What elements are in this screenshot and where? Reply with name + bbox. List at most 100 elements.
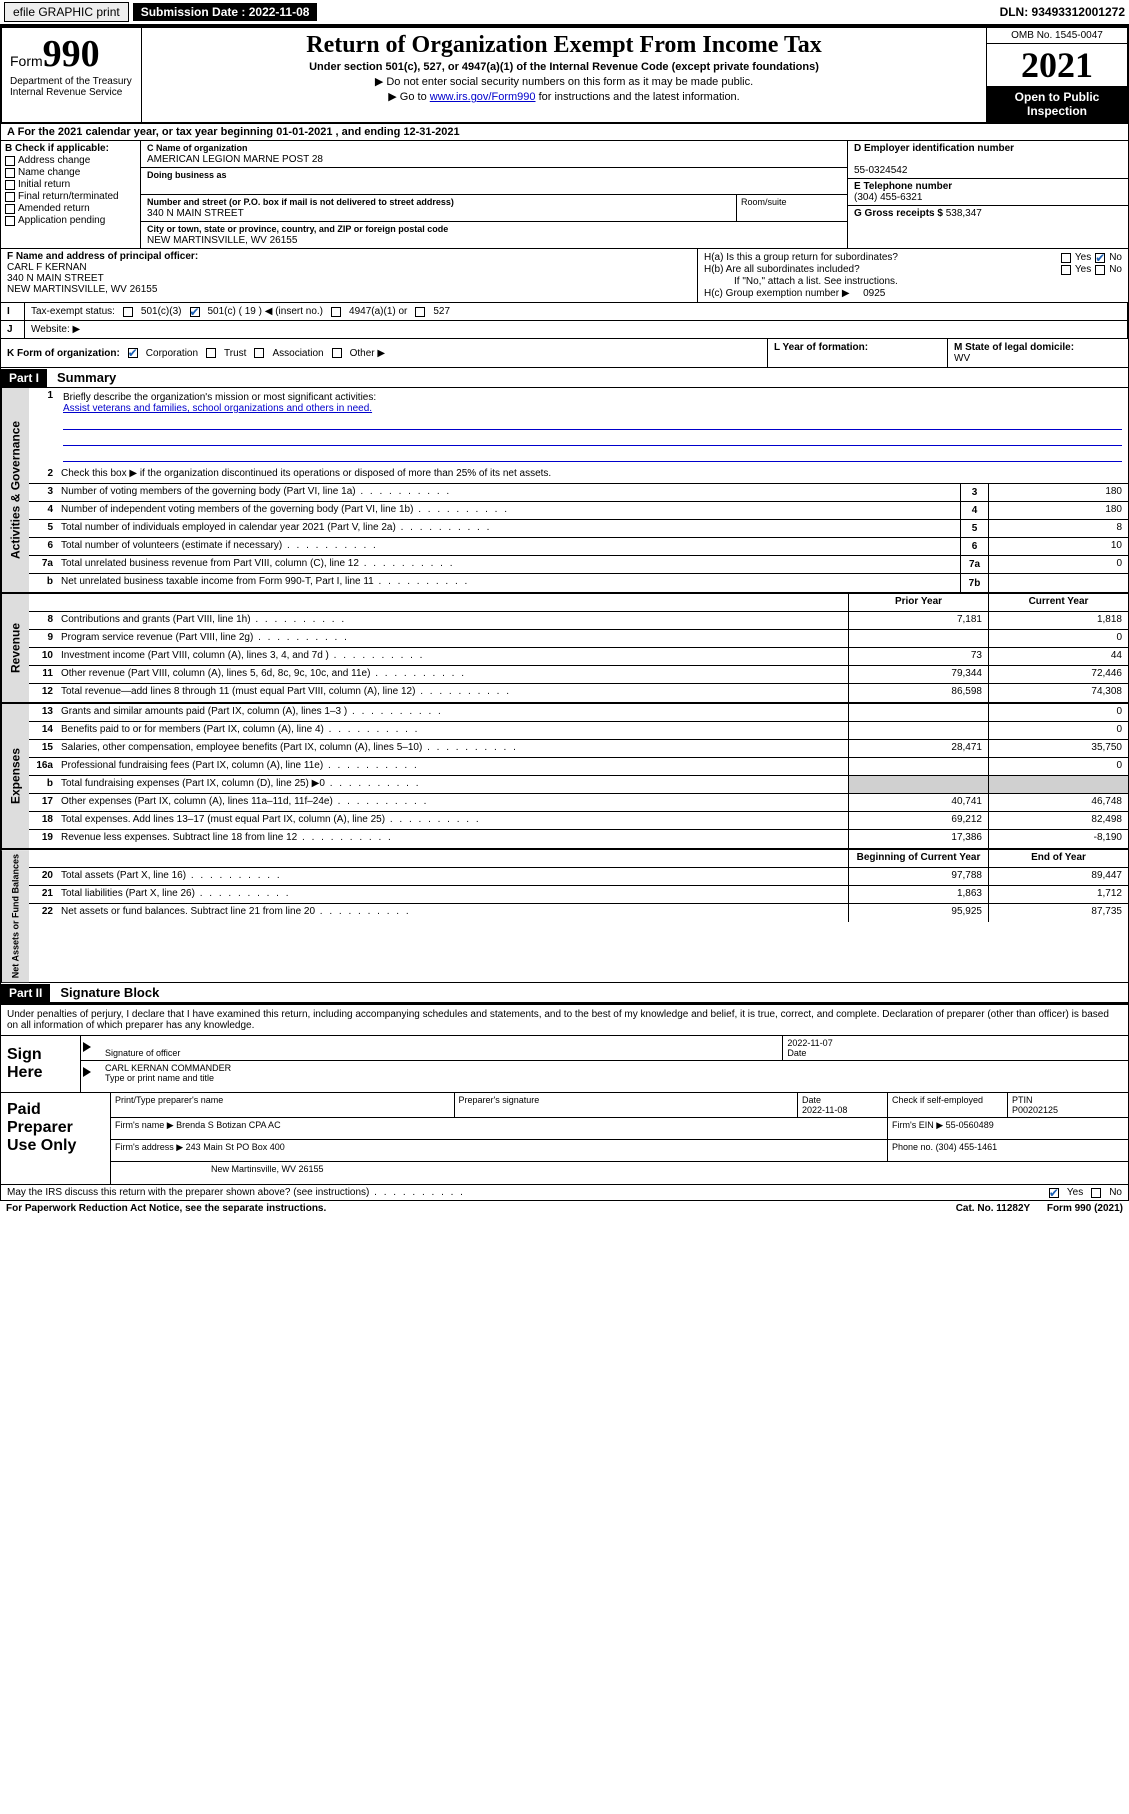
officer-label: F Name and address of principal officer: [7, 251, 198, 262]
ha-no[interactable] [1095, 253, 1105, 263]
prior-val [848, 758, 988, 775]
hb-no-lbl: No [1109, 264, 1122, 275]
table-row: 21Total liabilities (Part X, line 26)1,8… [29, 886, 1128, 904]
chk-assoc[interactable] [254, 348, 264, 358]
line-text: Other revenue (Part VIII, column (A), li… [57, 666, 848, 683]
current-val: -8,190 [988, 830, 1128, 848]
line-text: Contributions and grants (Part VIII, lin… [57, 612, 848, 629]
prior-val: 95,925 [848, 904, 988, 922]
revenue-section: Revenue Prior YearCurrent Year 8Contribu… [0, 592, 1129, 702]
entity-grid: B Check if applicable: Address change Na… [0, 141, 1129, 249]
lbl-corp: Corporation [146, 348, 198, 359]
table-row: 17Other expenses (Part IX, column (A), l… [29, 794, 1128, 812]
irs-discuss-text: May the IRS discuss this return with the… [7, 1187, 465, 1198]
row-k-l-m: K Form of organization: Corporation Trus… [0, 339, 1129, 368]
line-text: Total liabilities (Part X, line 26) [57, 886, 848, 903]
chk-other[interactable] [332, 348, 342, 358]
table-row: bTotal fundraising expenses (Part IX, co… [29, 776, 1128, 794]
hb-no[interactable] [1095, 265, 1105, 275]
prep-date-label: Date [802, 1095, 821, 1105]
table-row: 19Revenue less expenses. Subtract line 1… [29, 830, 1128, 848]
discuss-yes[interactable] [1049, 1188, 1059, 1198]
city-val: NEW MARTINSVILLE, WV 26155 [147, 235, 297, 246]
lbl-501c3: 501(c)(3) [141, 306, 182, 317]
phone-val: (304) 455-6321 [854, 192, 922, 203]
lbl-527: 527 [433, 306, 450, 317]
line5-val: 8 [988, 520, 1128, 537]
current-val: 1,818 [988, 612, 1128, 629]
sig-arrow-icon [81, 1036, 101, 1060]
table-row: 18Total expenses. Add lines 13–17 (must … [29, 812, 1128, 830]
lbl-other: Other ▶ [350, 348, 385, 359]
city-label: City or town, state or province, country… [147, 224, 448, 234]
end-year-hdr: End of Year [988, 850, 1128, 867]
table-row: 20Total assets (Part X, line 16)97,78889… [29, 868, 1128, 886]
chk-final-return[interactable] [5, 192, 15, 202]
cat-no: Cat. No. 11282Y [956, 1203, 1030, 1214]
goto-post: for instructions and the latest informat… [536, 91, 740, 103]
print-name-label: Print/Type preparer's name [115, 1095, 223, 1105]
mission-text[interactable]: Assist veterans and families, school org… [63, 403, 372, 414]
part2-badge: Part II [1, 984, 50, 1002]
netassets-section: Net Assets or Fund Balances Beginning of… [0, 848, 1129, 983]
discuss-no[interactable] [1091, 1188, 1101, 1198]
officer-street: 340 N MAIN STREET [7, 273, 104, 284]
chk-corp[interactable] [128, 348, 138, 358]
current-val: 72,446 [988, 666, 1128, 683]
line-text: Professional fundraising fees (Part IX, … [57, 758, 848, 775]
line-text: Program service revenue (Part VIII, line… [57, 630, 848, 647]
firm-name-label: Firm's name ▶ [115, 1120, 174, 1130]
lbl-initial-return: Initial return [18, 179, 70, 190]
line7a-text: Total unrelated business revenue from Pa… [57, 556, 960, 573]
instructions-link[interactable]: www.irs.gov/Form990 [430, 91, 536, 103]
gross-receipts-label: G Gross receipts $ [854, 208, 943, 219]
lbl-name-change: Name change [18, 167, 80, 178]
prior-val: 79,344 [848, 666, 988, 683]
form-header: Form990 Department of the Treasury Inter… [0, 26, 1129, 124]
col-c-org-info: C Name of organizationAMERICAN LEGION MA… [141, 141, 848, 248]
prior-val [848, 630, 988, 647]
part1-header: Part I Summary [0, 368, 1129, 388]
mission-label: Briefly describe the organization's miss… [63, 392, 376, 403]
website-label: Website: ▶ [31, 324, 80, 335]
prior-val [848, 704, 988, 721]
chk-501c[interactable] [190, 307, 200, 317]
line4-text: Number of independent voting members of … [57, 502, 960, 519]
chk-address-change[interactable] [5, 156, 15, 166]
chk-501c3[interactable] [123, 307, 133, 317]
current-val: 35,750 [988, 740, 1128, 757]
line-text: Other expenses (Part IX, column (A), lin… [57, 794, 848, 811]
row-a-tax-year: A For the 2021 calendar year, or tax yea… [0, 124, 1129, 141]
street-label: Number and street (or P.O. box if mail i… [147, 197, 454, 207]
ssn-note: ▶ Do not enter social security numbers o… [150, 75, 978, 88]
chk-527[interactable] [415, 307, 425, 317]
officer-name-title: CARL KERNAN COMMANDER [105, 1063, 231, 1073]
lbl-trust: Trust [224, 348, 246, 359]
type-name-label: Type or print name and title [105, 1073, 214, 1083]
line-text: Net assets or fund balances. Subtract li… [57, 904, 848, 922]
chk-amended[interactable] [5, 204, 15, 214]
table-row: 13Grants and similar amounts paid (Part … [29, 704, 1128, 722]
line2-text: Check this box ▶ if the organization dis… [57, 466, 1128, 483]
table-row: 11Other revenue (Part VIII, column (A), … [29, 666, 1128, 684]
line6-text: Total number of volunteers (estimate if … [57, 538, 960, 555]
prior-val [848, 722, 988, 739]
ha-yes[interactable] [1061, 253, 1071, 263]
chk-name-change[interactable] [5, 168, 15, 178]
form-subtitle: Under section 501(c), 527, or 4947(a)(1)… [150, 61, 978, 73]
sig-date-label: Date [787, 1048, 806, 1058]
lbl-assoc: Association [272, 348, 323, 359]
efile-print-button[interactable]: efile GRAPHIC print [4, 2, 129, 22]
current-val: 87,735 [988, 904, 1128, 922]
chk-trust[interactable] [206, 348, 216, 358]
discuss-no-lbl: No [1109, 1187, 1122, 1198]
self-employed-label: Check if self-employed [892, 1095, 983, 1105]
hb-yes[interactable] [1061, 265, 1071, 275]
current-val: 0 [988, 704, 1128, 721]
activities-governance-section: Activities & Governance 1 Briefly descri… [0, 388, 1129, 592]
chk-4947[interactable] [331, 307, 341, 317]
line-text: Total fundraising expenses (Part IX, col… [57, 776, 848, 793]
chk-initial-return[interactable] [5, 180, 15, 190]
prior-val: 17,386 [848, 830, 988, 848]
chk-app-pending[interactable] [5, 216, 15, 226]
